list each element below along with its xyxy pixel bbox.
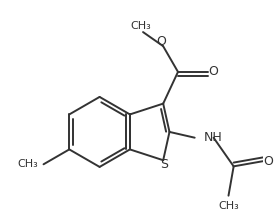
Text: S: S <box>160 158 168 171</box>
Text: O: O <box>156 35 166 48</box>
Text: O: O <box>208 65 218 78</box>
Text: CH₃: CH₃ <box>218 201 239 211</box>
Text: O: O <box>264 155 274 168</box>
Text: CH₃: CH₃ <box>17 159 38 169</box>
Text: NH: NH <box>204 131 223 144</box>
Text: CH₃: CH₃ <box>131 21 152 31</box>
